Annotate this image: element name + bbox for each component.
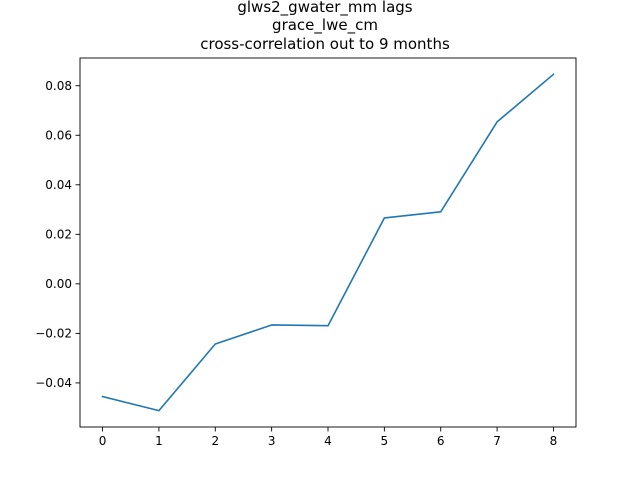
chart-title: glws2_gwater_mm lags grace_lwe_cm cross-… bbox=[200, 0, 450, 53]
chart-title-line-3: cross-correlation out to 9 months bbox=[200, 35, 450, 53]
x-tick-label: 4 bbox=[324, 434, 332, 448]
series-line-0 bbox=[101, 73, 555, 412]
plot-frame bbox=[79, 57, 577, 428]
x-tick-label: 1 bbox=[155, 434, 163, 448]
y-tick-label: 0.02 bbox=[45, 228, 72, 242]
x-tick-label: 6 bbox=[437, 434, 445, 448]
x-tick-label: 3 bbox=[268, 434, 276, 448]
chart-title-line-2: grace_lwe_cm bbox=[272, 16, 378, 35]
chart-title-line-1: glws2_gwater_mm lags bbox=[237, 0, 412, 17]
y-tick-label: 0.04 bbox=[45, 178, 72, 192]
y-tick-label: −0.02 bbox=[35, 327, 72, 341]
y-tick-label: −0.04 bbox=[35, 376, 72, 390]
x-tick-label: 7 bbox=[493, 434, 501, 448]
y-tick-label: 0.08 bbox=[45, 79, 72, 93]
x-tick-label: 5 bbox=[381, 434, 389, 448]
y-tick-label: 0.00 bbox=[45, 277, 72, 291]
x-tick-label: 0 bbox=[99, 434, 107, 448]
x-tick-label: 2 bbox=[211, 434, 219, 448]
x-tick-label: 8 bbox=[550, 434, 558, 448]
y-tick-label: 0.06 bbox=[45, 129, 72, 143]
